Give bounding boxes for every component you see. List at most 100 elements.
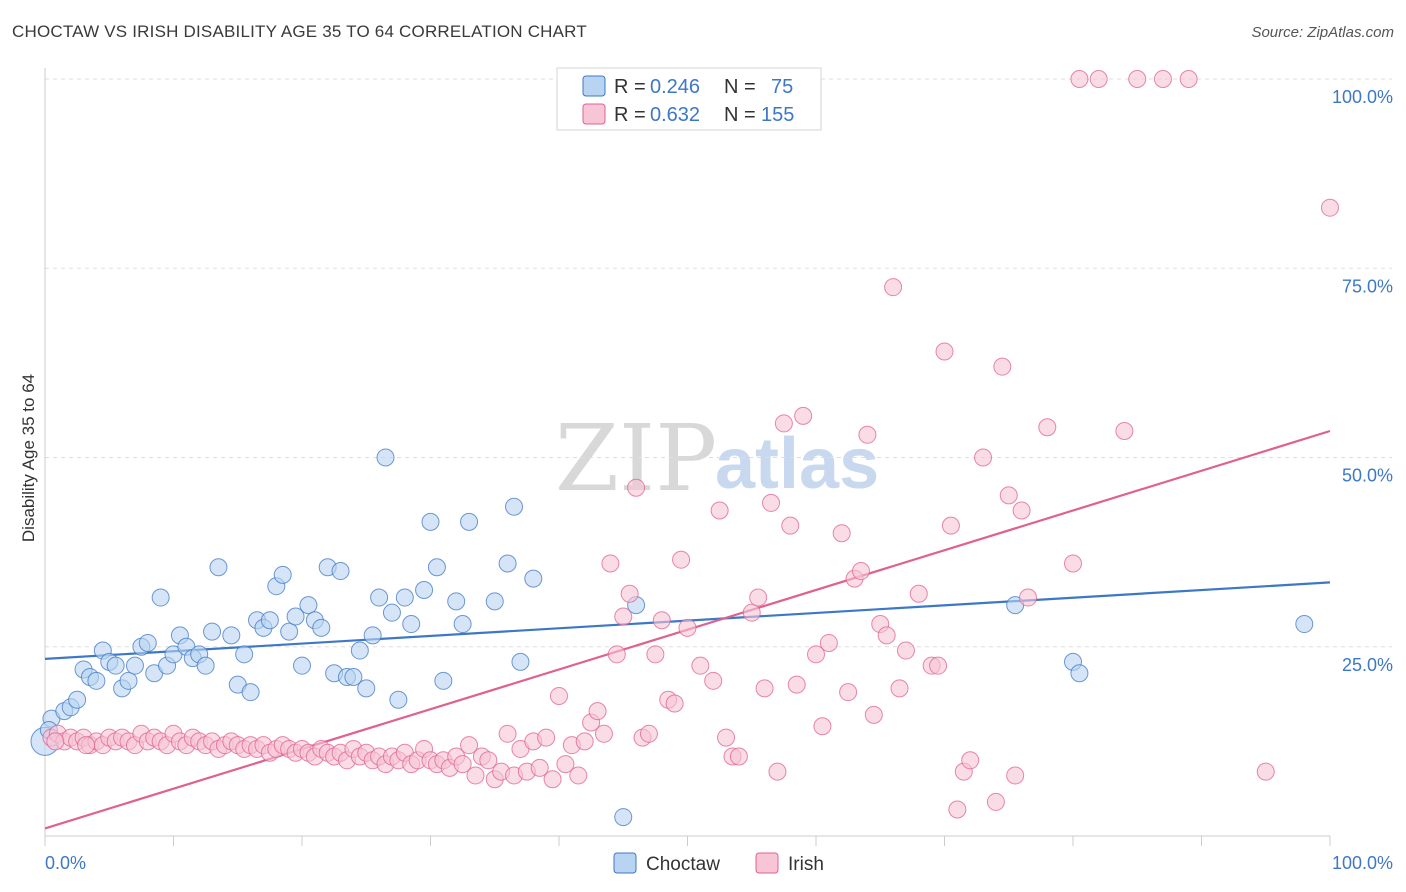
- data-point-choctaw: [376, 448, 395, 467]
- x-tick-label: 0.0%: [45, 853, 86, 873]
- data-point-irish: [768, 762, 787, 781]
- data-point-irish: [588, 702, 607, 721]
- data-point-irish: [864, 705, 883, 724]
- legend-n-value-choctaw: 75: [771, 76, 793, 98]
- data-point-irish: [941, 516, 960, 535]
- data-point-choctaw: [196, 656, 215, 675]
- data-point-irish: [1006, 766, 1025, 785]
- data-point-irish: [884, 278, 903, 297]
- watermark-atlas: atlas: [715, 424, 879, 504]
- data-point-choctaw: [119, 671, 138, 690]
- legend-n-label-irish: N =: [724, 104, 756, 126]
- data-point-choctaw: [363, 626, 382, 645]
- data-point-choctaw: [1070, 664, 1089, 683]
- data-point-choctaw: [151, 588, 170, 607]
- data-point-choctaw: [427, 558, 446, 577]
- data-point-irish: [935, 342, 954, 361]
- data-point-choctaw: [447, 592, 466, 611]
- y-tick-label: 75.0%: [1342, 276, 1393, 296]
- data-point-irish: [858, 425, 877, 444]
- data-point-irish: [774, 414, 793, 433]
- tick-labels: 100.0% 75.0% 50.0% 25.0% 0.0% 100.0%: [45, 87, 1393, 873]
- data-point-irish: [762, 493, 781, 512]
- data-point-irish: [620, 584, 639, 603]
- legend-swatch-irish: [582, 103, 606, 125]
- data-point-irish: [961, 751, 980, 770]
- data-point-irish: [530, 758, 549, 777]
- data-point-irish: [1256, 762, 1275, 781]
- data-point-irish: [1153, 70, 1172, 88]
- data-point-irish: [787, 675, 806, 694]
- data-point-irish: [537, 728, 556, 747]
- data-point-irish: [460, 736, 479, 755]
- data-point-choctaw: [331, 562, 350, 581]
- data-point-irish: [77, 736, 96, 755]
- legend-r-value-irish: 0.632: [650, 104, 700, 126]
- data-point-irish: [890, 679, 909, 698]
- data-point-irish: [710, 501, 729, 520]
- data-point-irish: [807, 645, 825, 664]
- data-point-irish: [1012, 501, 1031, 520]
- data-point-irish: [781, 516, 800, 535]
- data-point-choctaw: [344, 668, 363, 687]
- legend-r-value-choctaw: 0.246: [650, 76, 700, 98]
- legend-n-value-irish: 155: [761, 104, 794, 126]
- data-point-irish: [929, 656, 948, 675]
- data-point-irish: [1115, 422, 1134, 441]
- data-point-irish: [1128, 70, 1147, 88]
- data-point-choctaw: [370, 588, 389, 607]
- data-point-choctaw: [235, 645, 254, 664]
- data-point-irish: [1089, 70, 1108, 88]
- data-point-irish: [569, 766, 588, 785]
- data-point-choctaw: [395, 588, 414, 607]
- data-point-irish: [614, 607, 633, 626]
- data-point-irish: [498, 724, 517, 743]
- data-point-irish: [993, 357, 1012, 376]
- data-point-irish: [594, 724, 613, 743]
- data-point-irish: [678, 618, 697, 637]
- legend: R = 0.246 N = 75 R = 0.632 N = 155: [556, 67, 822, 131]
- legend-n-label-choctaw: N =: [724, 76, 756, 98]
- data-point-irish: [665, 694, 684, 713]
- data-point-choctaw: [293, 656, 311, 675]
- data-point-choctaw: [106, 656, 125, 675]
- data-point-irish: [1019, 588, 1038, 607]
- data-point-choctaw: [357, 679, 376, 698]
- data-point-irish: [466, 766, 485, 785]
- data-point-choctaw: [87, 671, 106, 690]
- data-point-choctaw: [286, 607, 305, 626]
- legend-r-label-irish: R =: [614, 104, 646, 126]
- data-point-choctaw: [125, 656, 144, 675]
- data-point-irish: [652, 611, 671, 630]
- data-point-irish: [832, 524, 851, 543]
- data-point-choctaw: [1295, 615, 1314, 634]
- chart-title: CHOCTAW VS IRISH DISABILITY AGE 35 TO 64…: [12, 22, 587, 41]
- data-point-choctaw: [402, 615, 421, 634]
- chart-source: Source: ZipAtlas.com: [1251, 24, 1394, 41]
- data-point-choctaw: [524, 569, 543, 588]
- data-point-choctaw: [505, 497, 524, 516]
- data-points: [30, 70, 1339, 827]
- data-point-irish: [607, 645, 626, 664]
- y-axis-title: Disability Age 35 to 64: [19, 374, 38, 542]
- bottom-legend-label-choctaw: Choctaw: [646, 854, 720, 875]
- data-point-irish: [742, 603, 761, 622]
- data-point-irish: [999, 486, 1018, 505]
- data-point-irish: [646, 645, 665, 664]
- data-point-choctaw: [389, 690, 408, 709]
- data-point-irish: [813, 717, 832, 736]
- data-point-irish: [575, 732, 594, 751]
- data-point-choctaw: [350, 641, 369, 660]
- data-point-irish: [729, 747, 748, 766]
- data-point-choctaw: [460, 512, 479, 531]
- data-point-choctaw: [209, 558, 228, 577]
- data-point-choctaw: [138, 633, 157, 652]
- data-point-irish: [749, 588, 768, 607]
- data-point-irish: [556, 755, 575, 774]
- data-point-choctaw: [312, 618, 331, 637]
- watermark: ZIP atlas: [555, 405, 879, 512]
- data-point-choctaw: [273, 565, 292, 584]
- data-point-choctaw: [280, 622, 299, 641]
- y-tick-label: 50.0%: [1342, 466, 1393, 486]
